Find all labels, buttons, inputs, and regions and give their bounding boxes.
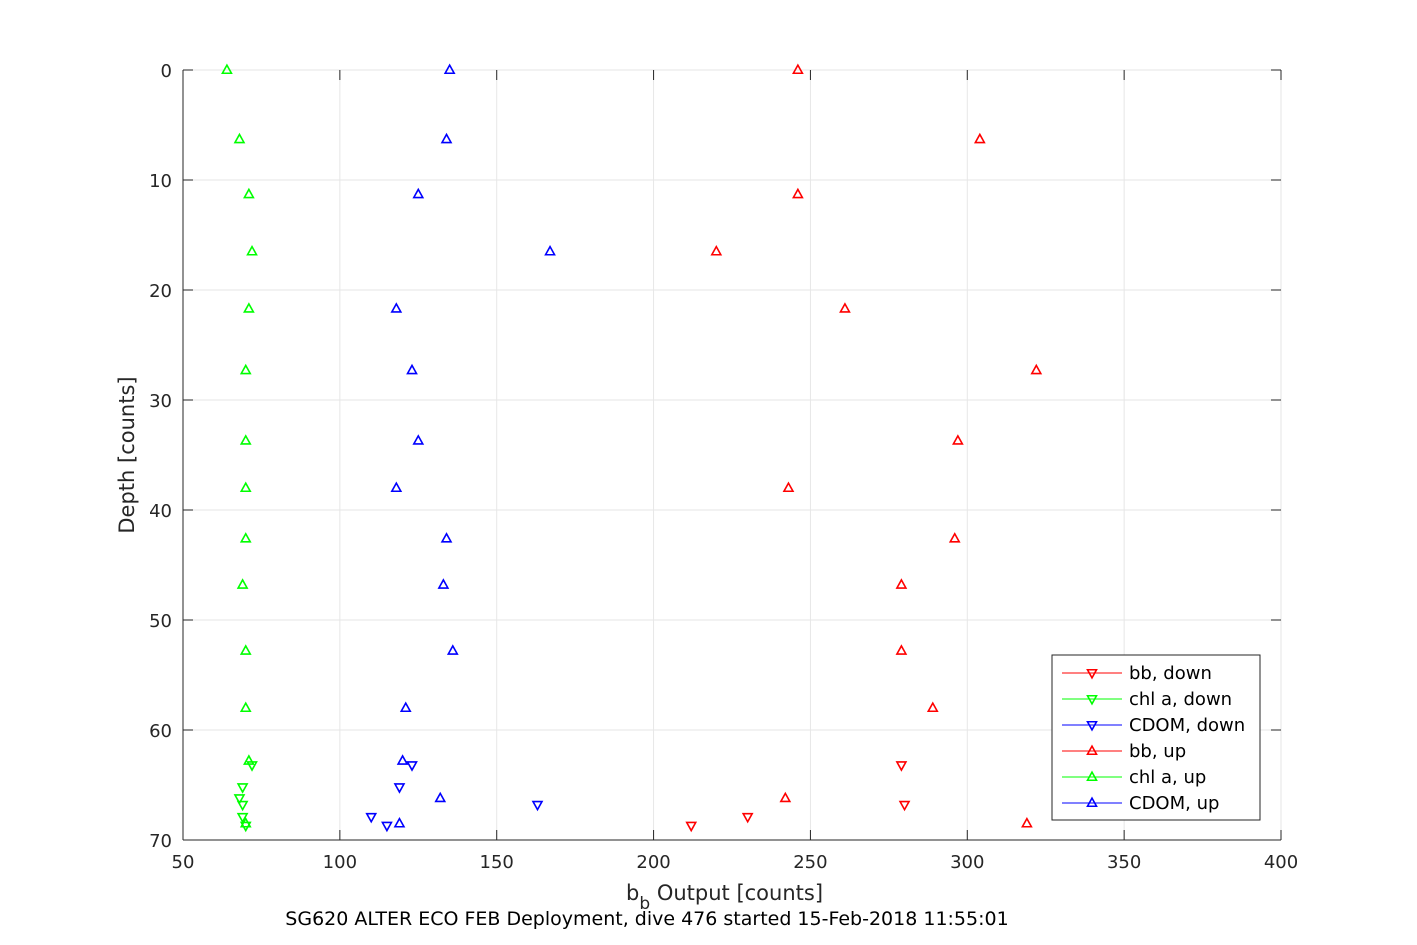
data-point — [236, 800, 249, 812]
data-point — [233, 794, 246, 805]
data-point — [243, 754, 255, 765]
data-marks — [221, 63, 1043, 833]
data-point — [685, 821, 698, 833]
data-point — [239, 434, 252, 445]
data-point — [236, 783, 249, 794]
legend-box — [1051, 654, 1261, 821]
legend-marker — [1086, 720, 1098, 732]
data-point — [393, 783, 406, 794]
data-point — [443, 63, 456, 75]
data-point — [895, 578, 908, 589]
data-point — [239, 644, 252, 655]
data-point — [236, 578, 249, 589]
figure-caption: SG620 ALTER ECO FEB Deployment, dive 476… — [285, 908, 1008, 930]
data-point — [926, 701, 939, 713]
data-point — [782, 481, 795, 493]
data-point — [741, 812, 754, 824]
data-point — [434, 791, 447, 803]
data-point — [952, 434, 964, 445]
x-axis-label-main: b — [626, 881, 639, 905]
data-point — [1021, 816, 1033, 828]
data-point — [246, 244, 258, 256]
legend-label: CDOM, down — [1129, 715, 1245, 736]
data-point — [390, 302, 403, 313]
data-point — [406, 761, 418, 772]
data-point — [239, 816, 252, 828]
x-tick-label: 100 — [323, 852, 357, 873]
legend: bb, down chl a, down CDOM, down bb, up chl a… — [1051, 654, 1261, 821]
data-point — [396, 754, 409, 765]
data-point — [412, 434, 425, 445]
y-tick-label: 40 — [149, 501, 172, 522]
x-tick-label: 150 — [480, 852, 514, 873]
axes: 50 100 150 200 250 300 350 400 0 10 20 30 40 50 60 70 — [149, 61, 1298, 873]
legend-marker — [1086, 770, 1098, 782]
data-point — [243, 302, 255, 313]
legend-marker — [1086, 796, 1098, 808]
data-point — [243, 187, 255, 199]
legend-marker — [1086, 668, 1098, 680]
legend-label: CDOM, up — [1129, 793, 1219, 814]
data-point — [221, 63, 233, 75]
data-point — [399, 701, 412, 713]
data-point — [365, 812, 378, 824]
x-tick-label: 50 — [172, 852, 195, 873]
data-point — [412, 187, 425, 199]
legend-label: bb, down — [1129, 663, 1212, 684]
x-axis-label: bb Output [counts] — [626, 881, 823, 914]
y-tick-label: 60 — [149, 721, 172, 742]
x-axis-label-subscript: b — [639, 894, 650, 914]
data-point — [792, 187, 804, 199]
y-axis-label: Depth [counts] — [115, 376, 139, 533]
data-point — [1030, 363, 1043, 375]
legend-marker — [1086, 694, 1098, 706]
legend-label: bb, up — [1129, 741, 1186, 762]
data-point — [239, 363, 252, 375]
data-point — [239, 532, 252, 543]
y-tick-label: 70 — [149, 831, 172, 852]
data-point — [381, 821, 393, 833]
data-point — [779, 791, 792, 803]
x-tick-label: 350 — [1107, 852, 1141, 873]
y-tick-label: 20 — [149, 281, 172, 302]
data-point — [393, 816, 406, 828]
data-point — [898, 800, 911, 812]
data-point — [973, 132, 986, 144]
data-point — [710, 244, 723, 256]
x-tick-label: 300 — [950, 852, 984, 873]
legend-label: chl a, down — [1129, 689, 1232, 710]
legend-marker — [1086, 744, 1098, 756]
y-tick-label: 0 — [161, 61, 172, 82]
data-point — [440, 132, 453, 144]
data-point — [239, 481, 252, 493]
data-point — [239, 701, 252, 713]
x-tick-label: 400 — [1264, 852, 1298, 873]
data-point — [531, 800, 544, 812]
y-tick-label: 50 — [149, 611, 172, 632]
data-point — [440, 532, 453, 543]
x-tick-label: 250 — [793, 852, 827, 873]
data-point — [948, 532, 961, 543]
x-tick-label: 200 — [636, 852, 670, 873]
y-tick-label: 10 — [149, 171, 172, 192]
y-tick-label: 30 — [149, 391, 172, 412]
data-point — [406, 363, 418, 375]
data-point — [544, 244, 556, 256]
data-point — [233, 132, 246, 144]
data-point — [895, 761, 908, 772]
legend-label: chl a, up — [1129, 767, 1206, 788]
data-point — [839, 302, 851, 313]
data-point — [792, 63, 804, 75]
grid — [182, 69, 1282, 841]
data-point — [895, 644, 908, 655]
data-point — [390, 481, 403, 493]
data-point — [236, 812, 249, 824]
data-point — [446, 644, 459, 655]
x-axis-label-rest: Output [counts] — [650, 881, 823, 905]
data-point — [437, 578, 450, 589]
